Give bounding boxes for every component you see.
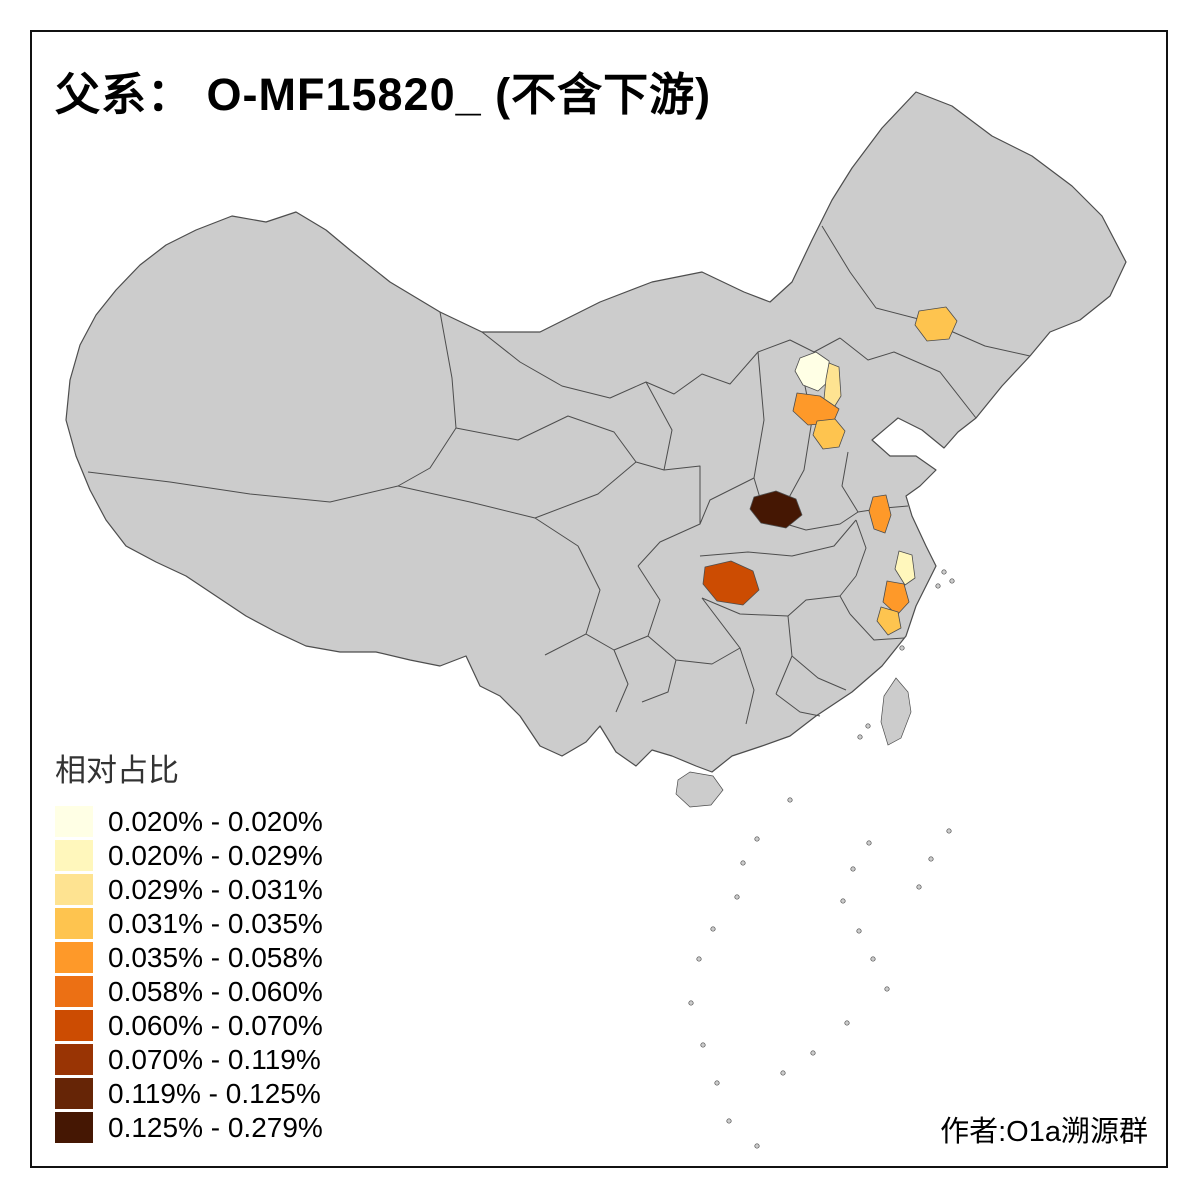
legend-label: 0.020% - 0.029% <box>108 839 323 871</box>
legend-title: 相对占比 <box>55 753 179 788</box>
legend-entry: 0.020% - 0.020% <box>55 806 323 837</box>
legend-label: 0.029% - 0.031% <box>108 873 323 905</box>
region-hubei-west <box>702 560 760 606</box>
highlighted-regions <box>702 306 958 636</box>
legend-entry: 0.031% - 0.035% <box>55 908 323 939</box>
province-borders <box>87 225 1031 725</box>
legend-entry: 0.060% - 0.070% <box>55 1010 323 1041</box>
legend-entries: 0.020% - 0.020% 0.020% - 0.029% 0.029% - 0… <box>55 806 323 1143</box>
region-jiangsu <box>868 494 892 534</box>
legend-swatch <box>55 1078 93 1109</box>
legend-swatch <box>55 942 93 973</box>
legend-label: 0.020% - 0.020% <box>108 805 323 837</box>
attribution: 作者:O1a溯源群 <box>940 1116 1148 1148</box>
plot-title: 父系： O-MF15820_ (不含下游) <box>55 69 712 120</box>
legend-label: 0.060% - 0.070% <box>108 1009 323 1041</box>
taiwan-island <box>880 677 912 746</box>
legend-swatch <box>55 976 93 1007</box>
legend-swatch <box>55 908 93 939</box>
china-mainland <box>65 91 1127 773</box>
legend-entry: 0.058% - 0.060% <box>55 976 323 1007</box>
legend-label: 0.031% - 0.035% <box>108 907 323 939</box>
legend-entry: 0.035% - 0.058% <box>55 942 323 973</box>
legend: 相对占比 0.020% - 0.020% 0.020% - 0.029% 0.029… <box>55 745 323 1146</box>
legend-label: 0.125% - 0.279% <box>108 1111 323 1143</box>
legend-swatch <box>55 1010 93 1041</box>
legend-entry: 0.119% - 0.125% <box>55 1078 323 1109</box>
region-zhejiang-coast <box>894 550 916 586</box>
region-zhejiang-south <box>882 580 910 616</box>
legend-entry: 0.020% - 0.029% <box>55 840 323 871</box>
legend-swatch <box>55 1112 93 1143</box>
region-liaoning <box>914 306 958 342</box>
legend-swatch <box>55 840 93 871</box>
map-landmass <box>65 91 1127 808</box>
legend-entry: 0.070% - 0.119% <box>55 1044 323 1075</box>
legend-swatch <box>55 1044 93 1075</box>
legend-swatch <box>55 874 93 905</box>
region-beijing <box>794 351 832 392</box>
legend-label: 0.035% - 0.058% <box>108 941 323 973</box>
hainan-island <box>675 771 724 808</box>
legend-entry: 0.125% - 0.279% <box>55 1112 323 1143</box>
small-islands <box>688 569 955 1149</box>
legend-swatch <box>55 806 93 837</box>
region-fujian-north <box>876 606 902 636</box>
legend-label: 0.119% - 0.125% <box>108 1077 321 1109</box>
region-shanxi-south <box>749 490 803 529</box>
legend-label: 0.070% - 0.119% <box>108 1043 321 1075</box>
region-hebei-south <box>812 418 846 450</box>
legend-entry: 0.029% - 0.031% <box>55 874 323 905</box>
legend-label: 0.058% - 0.060% <box>108 975 323 1007</box>
